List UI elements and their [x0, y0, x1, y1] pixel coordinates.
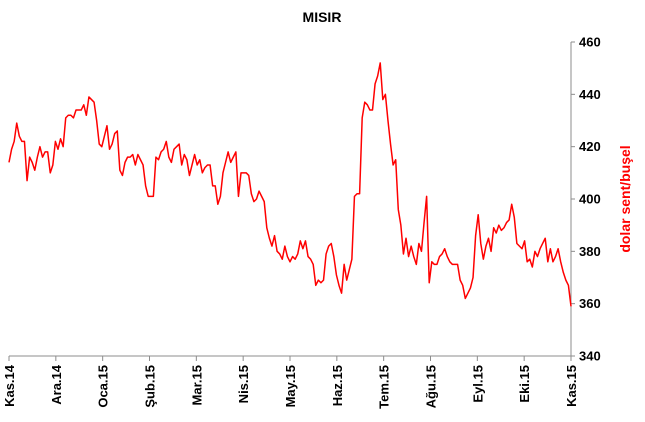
y-axis-label: dolar sent/buşel: [617, 145, 633, 252]
x-tick-label: Mar.15: [189, 365, 204, 405]
x-tick-label: Şub.15: [143, 365, 158, 408]
y-axis-ticks: 340 360 380 400 420 440 460: [571, 35, 601, 364]
series-layer: [8, 62, 572, 307]
y-tick-label: 360: [579, 296, 601, 311]
x-tick-label: Kas.15: [564, 365, 579, 407]
x-tick-label: Oca.15: [96, 365, 111, 408]
x-tick-label: Kas.14: [2, 364, 17, 407]
x-tick-label: May.15: [283, 365, 298, 407]
x-tick-label: Nis.15: [236, 365, 251, 403]
y-tick-label: 420: [579, 139, 601, 154]
x-tick-label: Tem.15: [377, 365, 392, 409]
plot-area: 340 360 380 400 420 440 460 Kas.14 Ara.14 Oca.15…: [2, 35, 601, 409]
chart-title: MISIR: [303, 9, 342, 25]
y-tick-label: 440: [579, 87, 601, 102]
x-tick-label: Ara.14: [49, 364, 64, 405]
y-tick-label: 460: [579, 35, 601, 50]
y-tick-label: 400: [579, 192, 601, 207]
y-tick-label: 380: [579, 244, 601, 259]
y-tick-label: 340: [579, 349, 601, 364]
x-tick-label: Haz.15: [330, 365, 345, 406]
x-tick-label: Ağu.15: [424, 365, 439, 408]
x-axis-ticks: Kas.14 Ara.14 Oca.15 Şub.15 Mar.15 Nis.15 May.…: [2, 356, 579, 409]
price-series-line: [8, 62, 572, 307]
x-tick-label: Eyl.15: [470, 365, 485, 403]
x-tick-label: Eki.15: [517, 365, 532, 403]
